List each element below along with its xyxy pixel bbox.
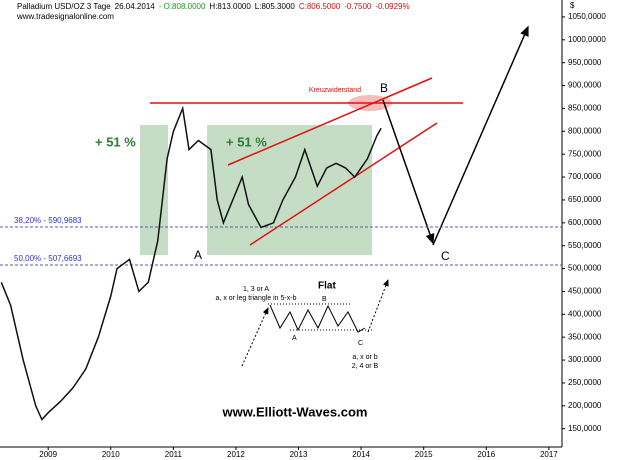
y-tick-label: 850,0000: [568, 104, 602, 113]
x-tick-label: 2017: [540, 450, 558, 459]
flat-arrow: [241, 307, 269, 367]
flat-note: 2, 4 or B: [352, 363, 379, 370]
source: www.tradesignalonline.com: [16, 12, 114, 21]
x-tick-label: 2013: [290, 450, 308, 459]
gain-box: [207, 125, 372, 255]
y-tick-label: 550,0000: [568, 241, 602, 250]
fib-label: 50,00% - 507,6693: [14, 254, 82, 263]
annotation: Kreuzwiderstand: [309, 87, 361, 94]
header-field: Palladium USD/OZ 3 Tage: [17, 2, 111, 11]
y-tick-label: 800,0000: [568, 126, 602, 135]
channel-line: [227, 77, 433, 166]
y-tick-label: 500,0000: [568, 264, 602, 273]
x-tick-label: 2016: [477, 450, 495, 459]
header-field: - O:808.0000: [159, 2, 206, 11]
flat-note: 1, 3 or A: [243, 286, 269, 293]
x-tick-label: 2011: [165, 450, 183, 459]
fib-label: 38,20% - 590,9683: [14, 216, 82, 225]
y-tick-label: 950,0000: [568, 58, 602, 67]
wave-label: C: [441, 249, 450, 263]
flat-note: A: [292, 335, 297, 342]
header-field: H:813.0000: [209, 2, 251, 11]
wave-label: B: [380, 81, 388, 95]
gain-label: + 51 %: [95, 134, 136, 149]
flat-note: C: [358, 340, 363, 347]
x-tick-label: 2009: [39, 450, 57, 459]
flat-arrow: [367, 279, 389, 333]
x-tick-label: 2014: [352, 450, 370, 459]
channel-line: [249, 122, 438, 246]
y-tick-label: 250,0000: [568, 378, 602, 387]
y-tick-label: 1050,0000: [568, 12, 606, 21]
y-tick-label: 150,0000: [568, 424, 602, 433]
y-tick-label: 900,0000: [568, 81, 602, 90]
y-unit: $: [570, 1, 575, 10]
header-field: 26.04.2014: [115, 2, 156, 11]
wave-label: A: [194, 248, 202, 262]
y-tick-label: 700,0000: [568, 172, 602, 181]
x-tick-label: 2010: [102, 450, 120, 459]
y-tick-label: 200,0000: [568, 401, 602, 410]
price-line: [0, 105, 382, 421]
y-tick-label: 600,0000: [568, 218, 602, 227]
header-field: -0.0929%: [375, 2, 409, 11]
y-tick-label: 350,0000: [568, 332, 602, 341]
header-field: C:806.5000: [299, 2, 341, 11]
website: www.Elliott-Waves.com: [222, 404, 368, 419]
flat-note: B: [322, 296, 327, 303]
flat-title: Flat: [318, 281, 336, 292]
y-tick-label: 750,0000: [568, 149, 602, 158]
y-tick-label: 400,0000: [568, 309, 602, 318]
y-tick-label: 650,0000: [568, 195, 602, 204]
gain-label: + 51 %: [226, 134, 267, 149]
x-tick-label: 2015: [415, 450, 433, 459]
projection-arrow: [432, 25, 529, 246]
x-tick-label: 2012: [227, 450, 245, 459]
y-tick-label: 1000,0000: [568, 35, 606, 44]
flat-note: a, x or leg triangle in 5-x-b: [216, 295, 297, 302]
flat-zigzag: [269, 304, 366, 333]
projection-arrow: [382, 99, 435, 245]
header: Palladium USD/OZ 3 Tage 26.04.2014- O:808…: [17, 2, 410, 11]
y-tick-label: 300,0000: [568, 355, 602, 364]
flat-note: a, x or b: [352, 354, 377, 361]
y-tick-label: 450,0000: [568, 287, 602, 296]
header-field: -0.7500: [344, 2, 372, 11]
header-field: L:805.3000: [255, 2, 296, 11]
